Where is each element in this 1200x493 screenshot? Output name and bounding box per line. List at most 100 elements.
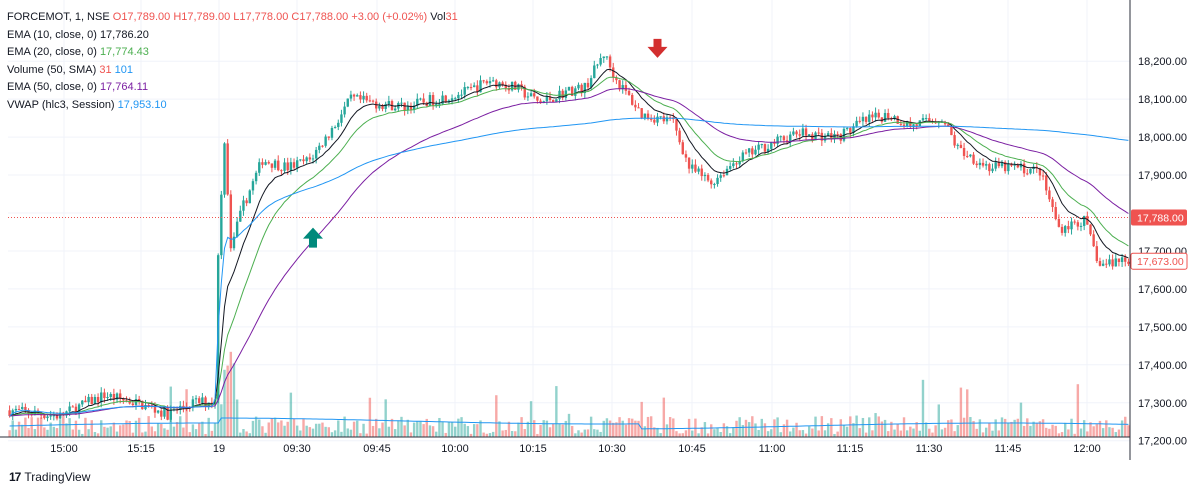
candle-body: [539, 100, 542, 104]
candle-body: [438, 103, 441, 105]
candle-body: [463, 87, 466, 95]
price-tick-label: 17,500.00: [1138, 322, 1187, 334]
volume-bar: [899, 430, 903, 437]
volume-bar: [46, 429, 49, 437]
time-tick-label: 10:30: [598, 443, 626, 455]
candle-body: [1022, 163, 1026, 174]
volume-bar: [93, 432, 97, 437]
candle-body: [981, 162, 985, 166]
volume-bar: [299, 430, 302, 437]
footer-brand[interactable]: 17 TradingView: [9, 470, 90, 484]
candle-body: [1082, 215, 1086, 226]
volume-bar: [640, 401, 643, 437]
candle-body: [687, 157, 691, 169]
candle-body: [994, 162, 997, 169]
volume-bar: [1105, 420, 1108, 437]
volume-bar: [476, 424, 479, 437]
candle-body: [735, 163, 738, 165]
legend-ema50[interactable]: EMA (50, close, 0) 17,764.11: [7, 79, 458, 97]
candle-body: [365, 95, 368, 101]
candle-body: [836, 133, 839, 135]
candle-body: [49, 415, 52, 417]
candle-body: [1057, 219, 1061, 227]
volume-bar: [441, 421, 444, 437]
volume-bar: [267, 422, 270, 437]
candle-body: [52, 415, 56, 417]
volume-bar: [1092, 426, 1095, 437]
volume-bar: [33, 429, 37, 437]
legend-ema10[interactable]: EMA (10, close, 0) 17,786.20: [7, 27, 458, 45]
candle-body: [523, 86, 526, 98]
volume-bar: [286, 421, 289, 437]
candle-body: [722, 175, 726, 177]
volume-bar: [24, 417, 27, 437]
candle-body: [68, 406, 71, 412]
time-tick-label: 11:45: [995, 443, 1022, 455]
candle-body: [855, 120, 858, 127]
volume-bar: [1060, 432, 1064, 437]
candle-body: [340, 114, 343, 123]
volume-bar: [90, 420, 93, 437]
volume-bar: [409, 432, 413, 437]
candle-body: [555, 99, 558, 103]
volume-bar: [1022, 425, 1026, 437]
volume-bar: [716, 428, 719, 437]
volume-bar: [103, 426, 106, 437]
candle-body: [204, 397, 207, 407]
volume-bar: [972, 421, 975, 437]
candle-body: [773, 142, 776, 144]
volume-bar: [194, 429, 198, 437]
open-label: O: [112, 11, 122, 23]
candle-body: [90, 396, 93, 405]
volume-bar: [141, 432, 144, 437]
candle-body: [1098, 261, 1102, 266]
candle-body: [684, 154, 688, 158]
volume-bar: [305, 425, 308, 437]
candle-body: [226, 143, 229, 195]
candle-body: [586, 82, 590, 88]
volume-bar: [596, 429, 599, 437]
volume-bar: [877, 416, 880, 437]
candle-body: [1111, 259, 1114, 267]
price-tick-label: 18,200.00: [1138, 56, 1187, 68]
legend-volume-sma[interactable]: Volume (50, SMA) 31 101: [7, 62, 458, 80]
legend-vwap[interactable]: VWAP (hlc3, Session) 17,953.10: [7, 97, 458, 115]
ema20-line: [9, 76, 1129, 417]
candle-body: [387, 101, 391, 104]
volume-bar: [30, 417, 33, 437]
ema10-label: EMA (10, close, 0): [7, 28, 97, 41]
volume-bar: [352, 421, 356, 437]
candle-body: [55, 415, 59, 419]
candle-body: [681, 142, 684, 155]
candle-body: [899, 123, 903, 125]
volume-bar: [706, 433, 710, 437]
low-price-tag-label: 17,673.00: [1137, 256, 1184, 268]
candle-body: [1010, 163, 1013, 166]
candle-body: [953, 135, 956, 146]
volume-bar: [1013, 419, 1016, 437]
volume-bar: [356, 420, 359, 437]
candle-body: [84, 400, 87, 403]
volume-bar: [210, 430, 214, 437]
candle-body: [1041, 175, 1045, 177]
volume-bar: [153, 431, 157, 437]
candle-body: [194, 398, 198, 400]
candle-body: [741, 152, 745, 162]
volume-bar: [545, 420, 549, 437]
volume-bar: [839, 419, 843, 437]
candle-body: [346, 98, 349, 107]
candle-body: [286, 162, 289, 171]
volume-bar: [87, 429, 90, 437]
volume-bar: [602, 420, 605, 437]
volume-bar: [858, 428, 861, 437]
ema50-label: EMA (50, close, 0): [7, 81, 97, 94]
volume-bar: [393, 429, 397, 437]
open-value: 17,789.00: [121, 11, 171, 23]
legend-ema20[interactable]: EMA (20, close, 0) 17,774.43: [7, 44, 458, 62]
volume-bar: [232, 363, 236, 437]
time-axis: 15:00 15:15 19 09:30 09:45 10:00 10:15 10:30 10:…: [50, 443, 1101, 455]
volume-bar: [735, 420, 738, 437]
time-tick-label: 15:00: [50, 443, 78, 455]
candle-body: [87, 396, 90, 403]
